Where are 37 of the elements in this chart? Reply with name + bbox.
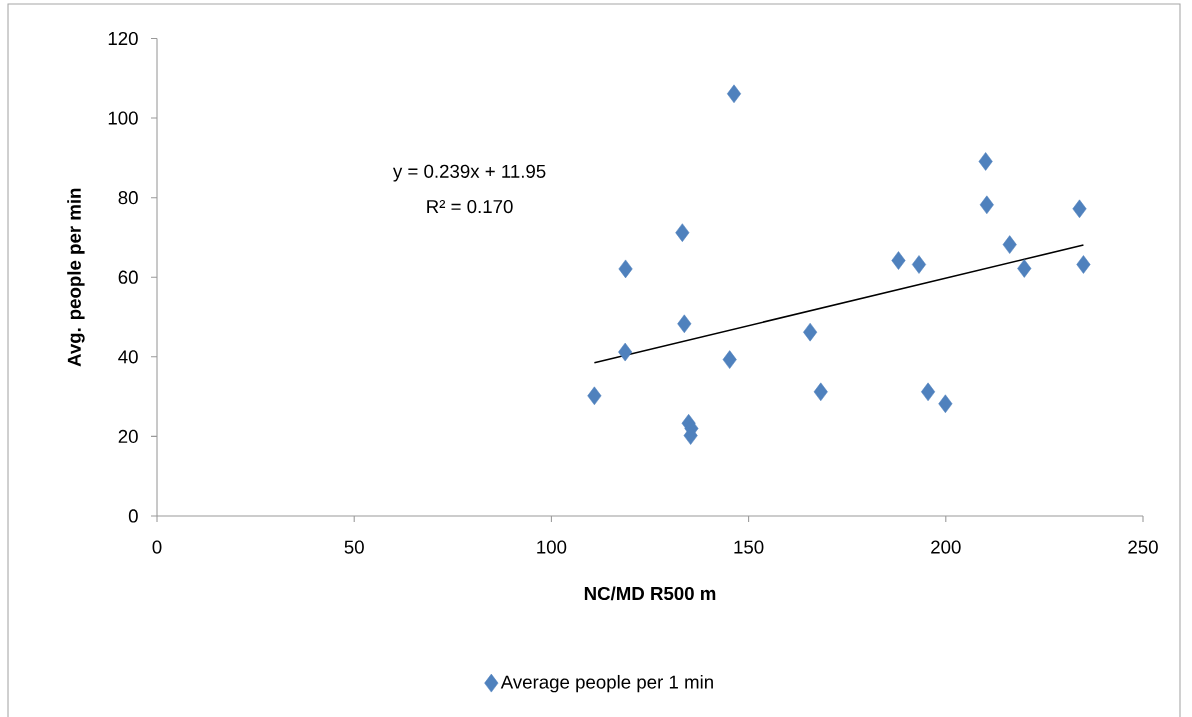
y-axis-title: Avg. people per min: [67, 188, 85, 367]
x-tick-label: 200: [931, 540, 961, 554]
x-tick-label: 100: [537, 540, 567, 554]
point: [979, 195, 994, 215]
point: [1072, 199, 1087, 219]
x-tick-label: 0: [152, 540, 162, 554]
point: [911, 255, 926, 274]
point: [891, 251, 906, 270]
x-tick-label: 50: [344, 540, 364, 554]
point: [1017, 259, 1032, 278]
y-tick-label: 60: [118, 270, 138, 284]
point: [726, 84, 742, 104]
legend-label: Average people per 1 min: [500, 674, 713, 693]
point: [618, 259, 633, 279]
point: [722, 350, 737, 369]
annotation: R² = 0.170: [427, 199, 513, 214]
point: [1002, 235, 1017, 254]
point: [1076, 255, 1091, 274]
point: [618, 342, 633, 362]
point: [803, 322, 818, 342]
y-tick-label: 40: [118, 350, 138, 364]
point: [677, 314, 692, 334]
y-tick-label: 0: [128, 509, 138, 523]
point: [978, 152, 993, 171]
point: [813, 382, 828, 402]
y-tick-label: 120: [108, 31, 138, 46]
y-tick-label: 100: [108, 111, 138, 125]
x-tick-label: 150: [734, 540, 764, 554]
point: [921, 382, 936, 402]
y-tick-label: 20: [118, 429, 138, 444]
point: [587, 386, 602, 406]
point: [675, 223, 690, 242]
x-tick-label: 250: [1128, 540, 1158, 554]
point: [938, 394, 953, 414]
annotation: y = 0.239x + 11.95: [392, 164, 546, 182]
x-axis-title: NC/MD R500 m: [584, 586, 716, 601]
y-tick-label: 80: [118, 191, 138, 205]
